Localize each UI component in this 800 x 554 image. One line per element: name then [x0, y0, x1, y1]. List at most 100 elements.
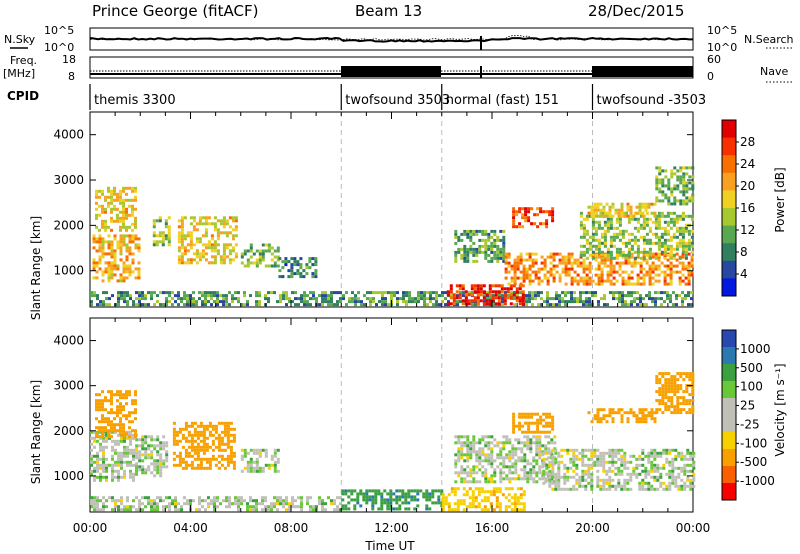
power-scatter-region — [655, 166, 695, 206]
power-y-tick-label: 1000 — [53, 264, 84, 278]
power-panel: 1000 2000 3000 4000 — [53, 111, 695, 308]
velocity-scatter-region — [135, 435, 169, 478]
power-colorbar-swatch — [722, 243, 736, 262]
noise-right-tick-bottom: 10^0 — [707, 41, 737, 54]
nsearch-trace — [89, 35, 694, 41]
velocity-colorbar-swatch — [722, 398, 736, 416]
cpid-segment-label: normal (fast) 151 — [446, 93, 559, 108]
power-colorbar-swatch — [722, 260, 736, 279]
freq-label: Freq. — [10, 54, 37, 67]
velocity-scatter-region — [90, 496, 342, 512]
nsearch-label: N.Search — [744, 33, 794, 46]
velocity-scatter-region — [95, 390, 137, 439]
velocity-scatter-region — [542, 448, 696, 491]
velocity-colorbar-swatch — [722, 381, 736, 399]
freq-left-tick-bottom: 8 — [68, 70, 75, 83]
power-scatter-region — [512, 207, 555, 229]
power-scatter-region — [90, 291, 693, 307]
velocity-colorbar-tick: -25 — [740, 417, 760, 431]
velocity-y-tick-label: 2000 — [53, 424, 84, 438]
power-colorbar-tick: 4 — [740, 267, 748, 281]
cpid-segment-label: twofsound 3503 — [345, 93, 450, 108]
freq-block-twofsound-2 — [592, 66, 693, 77]
velocity-colorbar-tick: -500 — [740, 455, 767, 469]
freq-block-twofsound-1 — [341, 66, 441, 77]
velocity-colorbar-tick: -1000 — [740, 474, 775, 488]
x-tick-label: 20:00 — [575, 521, 610, 535]
velocity-y-axis-label: Slant Range [km] — [29, 380, 43, 484]
freq-right-tick-top: 60 — [707, 53, 721, 66]
velocity-scatter-region — [441, 487, 526, 512]
x-tick-label: 12:00 — [374, 521, 409, 535]
power-colorbar-swatch — [722, 137, 736, 156]
nave-label: Nave — [760, 65, 788, 78]
x-axis-ticks: 00:00 04:00 08:00 12:00 16:00 20:00 00:00 — [73, 521, 711, 535]
freq-right-tick-bottom: 0 — [707, 70, 714, 83]
power-scatter-region — [177, 216, 238, 265]
power-scatter-region — [579, 211, 694, 260]
power-scatter-region — [454, 229, 506, 263]
velocity-panel: 1000 2000 3000 4000 — [53, 317, 696, 513]
velocity-scatter-region — [240, 448, 280, 473]
x-tick-label: 00:00 — [73, 521, 108, 535]
freq-left-tick-top: 18 — [62, 53, 76, 66]
power-colorbar-tick: 16 — [740, 201, 755, 215]
power-colorbar-tick: 28 — [740, 135, 755, 149]
velocity-colorbar-swatch — [722, 364, 736, 382]
power-y-tick-label: 4000 — [53, 128, 84, 142]
velocity-colorbar-swatch — [722, 432, 736, 450]
power-colorbar-tick: 8 — [740, 245, 748, 259]
velocity-colorbar-tick: 100 — [740, 380, 763, 394]
velocity-colorbar-tick: 25 — [740, 399, 755, 413]
velocity-colorbar: 1000 500 100 25 -25 -100 -500 -1000 — [721, 329, 775, 501]
power-colorbar-swatch — [722, 155, 736, 174]
velocity-scatter-region — [512, 412, 555, 434]
power-y-tick-label: 2000 — [53, 218, 84, 232]
x-tick-label: 00:00 — [676, 521, 711, 535]
velocity-y-tick-label: 4000 — [53, 334, 84, 348]
noise-left-tick-bottom: 10^0 — [44, 41, 74, 54]
power-colorbar-swatch — [722, 278, 736, 297]
power-scatter-region — [587, 202, 657, 218]
velocity-colorbar-tick: 500 — [740, 361, 763, 375]
power-scatter-region — [240, 243, 280, 268]
velocity-scatter-region — [655, 372, 695, 415]
power-colorbar-tick: 20 — [740, 179, 755, 193]
freq-unit-label: [MHz] — [3, 67, 35, 80]
x-axis-label: Time UT — [364, 539, 415, 553]
velocity-colorbar-swatch — [722, 415, 736, 433]
power-scatter-region — [92, 234, 141, 283]
power-scatter-region — [278, 257, 318, 279]
power-y-tick-label: 3000 — [53, 173, 84, 187]
velocity-colorbar-swatch — [722, 466, 736, 484]
cpid-segment-label: twofsound -3503 — [597, 93, 707, 108]
velocity-colorbar-swatch — [722, 347, 736, 365]
velocity-colorbar-swatch — [722, 449, 736, 467]
station-title: Prince George (fitACF) — [92, 2, 258, 20]
beam-title: Beam 13 — [355, 2, 422, 20]
noise-right-tick-top: 10^5 — [707, 24, 737, 37]
velocity-scatter-region — [587, 408, 657, 424]
velocity-colorbar-tick: -100 — [740, 436, 767, 450]
velocity-scatter-region — [341, 489, 444, 511]
noise-left-tick-top: 10^5 — [44, 24, 74, 37]
x-tick-label: 08:00 — [274, 521, 309, 535]
x-tick-label: 04:00 — [173, 521, 208, 535]
power-colorbar-swatch — [722, 208, 736, 227]
date-title: 28/Dec/2015 — [588, 2, 684, 20]
power-scatter-region — [95, 186, 137, 232]
power-colorbar: 28 24 20 16 12 8 4 — [721, 119, 755, 297]
power-colorbar-swatch — [722, 120, 736, 139]
power-scatter-region — [152, 216, 171, 247]
velocity-y-tick-label: 3000 — [53, 379, 84, 393]
nsky-label: N.Sky — [4, 33, 36, 46]
nsky-trace — [89, 36, 693, 43]
velocity-y-tick-label: 1000 — [53, 469, 84, 483]
power-colorbar-swatch — [722, 225, 736, 244]
power-colorbar-tick: 24 — [740, 157, 755, 171]
power-colorbar-swatch — [722, 190, 736, 209]
power-colorbar-label: Power [dB] — [773, 167, 787, 232]
cpid-label: CPID — [7, 89, 39, 103]
